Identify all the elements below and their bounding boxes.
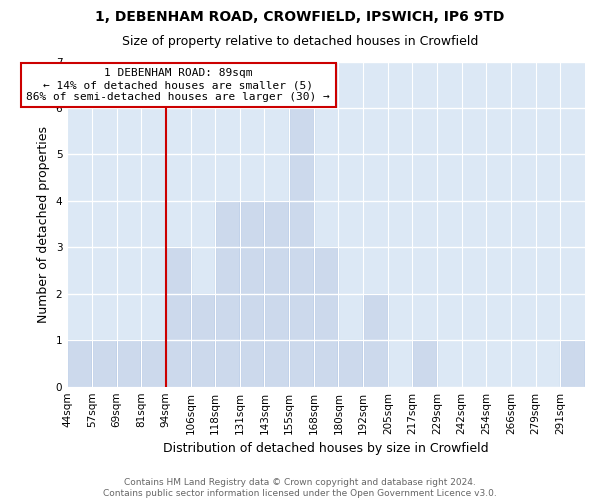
Bar <box>240 201 265 386</box>
Bar <box>215 201 240 386</box>
Bar <box>265 201 289 386</box>
Bar <box>560 340 585 386</box>
Bar <box>92 340 116 386</box>
Text: 1, DEBENHAM ROAD, CROWFIELD, IPSWICH, IP6 9TD: 1, DEBENHAM ROAD, CROWFIELD, IPSWICH, IP… <box>95 10 505 24</box>
Y-axis label: Number of detached properties: Number of detached properties <box>37 126 50 322</box>
Text: 1 DEBENHAM ROAD: 89sqm
← 14% of detached houses are smaller (5)
86% of semi-deta: 1 DEBENHAM ROAD: 89sqm ← 14% of detached… <box>26 68 330 102</box>
Bar <box>363 294 388 386</box>
Bar <box>289 108 314 386</box>
Bar <box>141 340 166 386</box>
Bar <box>166 248 191 386</box>
Bar <box>412 340 437 386</box>
X-axis label: Distribution of detached houses by size in Crowfield: Distribution of detached houses by size … <box>163 442 489 455</box>
Bar <box>314 248 338 386</box>
Bar <box>116 340 141 386</box>
Bar <box>191 294 215 386</box>
Text: Size of property relative to detached houses in Crowfield: Size of property relative to detached ho… <box>122 35 478 48</box>
Bar <box>338 340 363 386</box>
Bar <box>67 340 92 386</box>
Text: Contains HM Land Registry data © Crown copyright and database right 2024.
Contai: Contains HM Land Registry data © Crown c… <box>103 478 497 498</box>
